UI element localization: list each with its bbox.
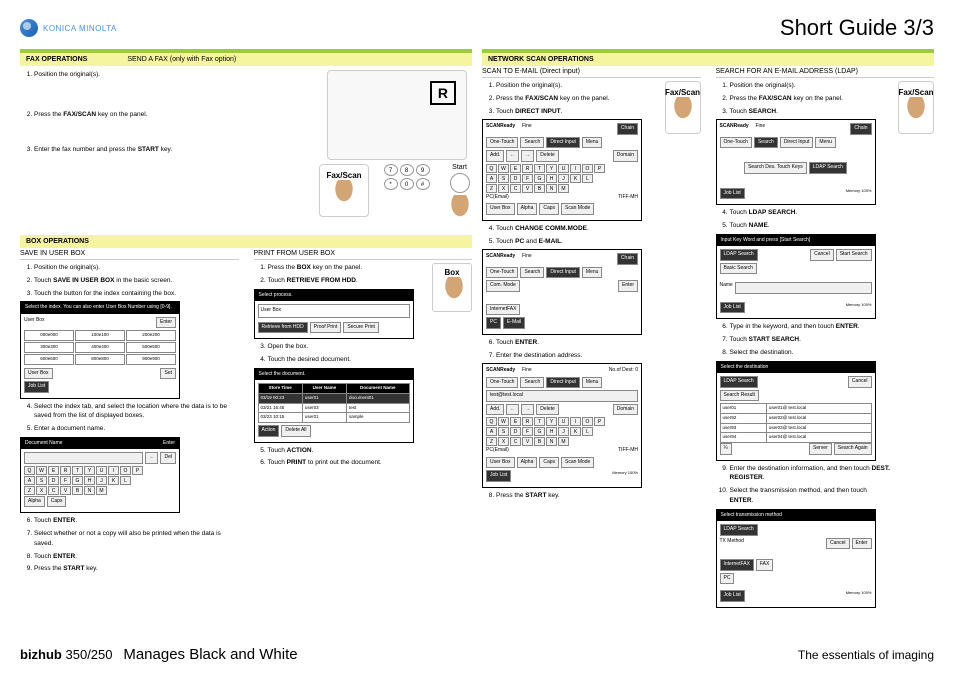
seldoc-screen: Select the document. Store TimeUser Name… — [254, 368, 414, 443]
page-title: Short Guide 3/3 — [780, 15, 934, 41]
keyword-screen: Input Key Word and press [Start Search] … — [716, 234, 876, 320]
box-header: BOX OPERATIONS — [20, 235, 472, 248]
brand-logo: KONICA MINOLTA — [20, 19, 117, 37]
scanready-screen: SCANReady FineChain One-TouchSearchDirec… — [482, 119, 642, 221]
fax-scan-button: Fax/Scan — [898, 81, 934, 134]
fax-section: FAX OPERATIONS SEND A FAX (only with Fax… — [20, 53, 472, 229]
slogan: The essentials of imaging — [798, 648, 934, 662]
scan-section: NETWORK SCAN OPERATIONS SCAN TO E-MAIL (… — [482, 53, 934, 611]
userbox-screen: Select the index. You can also enter Use… — [20, 301, 180, 398]
docname-screen: Document NameEnter ←Del QWERTYUIOP ASDFG… — [20, 437, 180, 514]
hand-icon — [445, 195, 475, 225]
page-header: KONICA MINOLTA Short Guide 3/3 — [20, 15, 934, 41]
hand-icon — [901, 97, 931, 127]
box-button: Box — [432, 263, 472, 312]
result-screen: Select the destination LDAP SearchCancel… — [716, 361, 876, 461]
scan-ldap-steps: Position the original(s). Press the FAX/… — [716, 81, 893, 611]
box-save-steps: Position the original(s). Touch SAVE IN … — [20, 263, 239, 574]
scan-header: NETWORK SCAN OPERATIONS — [482, 53, 934, 66]
print-subheader: PRINT FROM USER BOX — [254, 248, 473, 260]
box-section: BOX OPERATIONS SAVE IN USER BOX Position… — [20, 235, 472, 577]
ldap-screen: SCANReady FineChain One-TouchSearchDirec… — [716, 119, 876, 205]
fax-steps: Position the original(s). Press the FAX/… — [20, 70, 314, 225]
fax-scan-button: Fax/Scan — [319, 164, 368, 217]
commmode-screen: SCANReady FineChain One-TouchSearchDirec… — [482, 249, 642, 335]
logo-icon — [20, 19, 38, 37]
process-screen: Select process. User Box Retrieve from H… — [254, 289, 414, 340]
txmethod-screen: Select transmission method LDAP Search T… — [716, 509, 876, 608]
printer-image — [327, 70, 467, 160]
dest-screen: SCANReady FineNo.of Dest: 0 One-TouchSea… — [482, 363, 642, 488]
fax-scan-button: Fax/Scan — [665, 81, 701, 134]
brand-name: KONICA MINOLTA — [43, 24, 117, 33]
save-subheader: SAVE IN USER BOX — [20, 248, 239, 260]
hand-icon — [668, 97, 698, 127]
start-button: Start — [445, 164, 475, 225]
fax-header: FAX OPERATIONS SEND A FAX (only with Fax… — [20, 53, 472, 66]
page-footer: bizhub 350/250 Manages Black and White T… — [20, 646, 934, 663]
hand-icon — [439, 277, 469, 307]
box-print-steps: Press the BOX key on the panel. Touch RE… — [254, 263, 425, 471]
hand-icon — [329, 180, 359, 210]
keypad: 789*0# — [384, 164, 430, 190]
scan-email-steps: Position the original(s). Press the FAX/… — [482, 81, 659, 504]
email-subheader: SCAN TO E-MAIL (Direct input) — [482, 66, 701, 78]
fax-illustration: Fax/Scan 789*0# Start — [322, 70, 472, 225]
product-name: bizhub 350/250 Manages Black and White — [20, 646, 298, 663]
ldap-subheader: SEARCH FOR AN E-MAIL ADDRESS (LDAP) — [716, 66, 935, 78]
